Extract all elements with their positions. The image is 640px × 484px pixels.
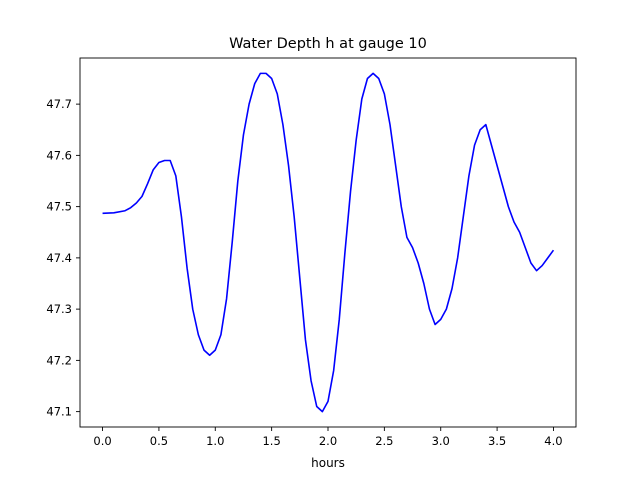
chart-title: Water Depth h at gauge 10 — [229, 36, 427, 52]
series-line-1 — [102, 72, 555, 413]
y-tick-label: 47.5 — [46, 200, 72, 214]
x-tick-label: 4.0 — [544, 434, 562, 448]
y-tick-label: 47.2 — [46, 353, 72, 367]
x-tick-label: 1.0 — [206, 434, 224, 448]
y-tick-label: 47.6 — [46, 148, 72, 162]
y-tick-label: 47.7 — [46, 97, 72, 111]
y-tick-label: 47.1 — [46, 405, 72, 419]
y-tick-label: 47.4 — [46, 251, 72, 265]
x-tick-label: 2.0 — [319, 434, 337, 448]
x-tick-label: 3.5 — [488, 434, 506, 448]
x-axis-label: hours — [311, 456, 345, 470]
y-tick-label: 47.3 — [46, 302, 72, 316]
x-tick-label: 2.5 — [375, 434, 393, 448]
x-tick-label: 0.0 — [93, 434, 111, 448]
x-tick-label: 3.0 — [432, 434, 450, 448]
plot-area: 0.0 0.5 1.0 1.5 2.0 2.5 3.0 3.5 4.0 47.1 47.2 47.3 4… — [46, 57, 577, 448]
x-tick-label: 0.5 — [150, 434, 168, 448]
x-tick-label: 1.5 — [262, 434, 280, 448]
